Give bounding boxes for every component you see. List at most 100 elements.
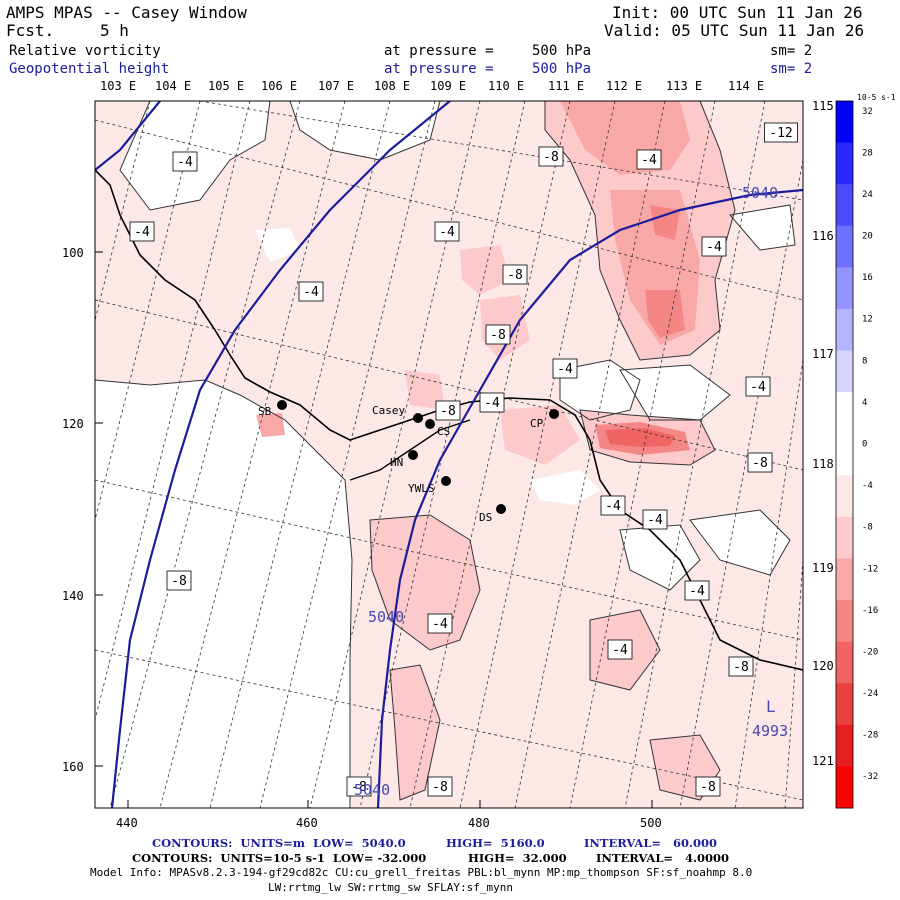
vorticity-label-box (745, 376, 771, 397)
colorbar-tick-label: -16 (862, 606, 878, 616)
colorbar-segment (836, 392, 853, 435)
lon-label: 103 E (100, 79, 136, 93)
colorbar-tick-label: -24 (862, 689, 878, 699)
plot-frame (94, 100, 804, 809)
y-tick-label: 160 (62, 760, 84, 774)
axis-labels: 440 460 480 500 100 120 140 160 (62, 246, 662, 830)
colorbar-units: 10-5 s-1 (857, 93, 896, 102)
vorticity-label: -4 (557, 362, 573, 377)
vorticity-label: -8 (490, 328, 506, 343)
footer-vort-contours: CONTOURS: UNITS=10-5 s-1 LOW= -32.000 (132, 851, 427, 865)
forecast-value: 5 h (100, 21, 129, 40)
field-2-pressure-label: at pressure = (384, 61, 494, 77)
colorbar-tick-label: -8 (862, 523, 873, 533)
axis-ticks (95, 251, 653, 808)
low-marker: L (766, 697, 776, 716)
station-label: CP (530, 417, 544, 430)
vorticity-label: -4 (647, 513, 663, 528)
height-label: 5040 (742, 184, 778, 202)
station-marker (413, 413, 423, 423)
footer-vort-high: HIGH= 32.000 (468, 851, 567, 865)
station-label: DS (479, 511, 492, 524)
vorticity-label-box (427, 776, 453, 797)
vorticity-label: -12 (769, 126, 792, 141)
vorticity-label: -4 (689, 584, 705, 599)
colorbar-segment (836, 267, 853, 310)
footer-model-info: Model Info: MPASv8.2.3-194-gf29cd82c CU:… (90, 866, 753, 879)
valid-time: Valid: 05 UTC Sun 11 Jan 26 (604, 21, 865, 40)
longitude-labels: 103 E 104 E 105 E 106 E 107 E 108 E 109 … (100, 79, 764, 93)
colorbar-segment (836, 600, 853, 643)
station-label: CS (437, 425, 450, 438)
colorbar-tick-label: 28 (862, 148, 873, 158)
colorbar-segment (836, 350, 853, 393)
vorticity-label-box (346, 776, 372, 797)
colorbar-segment (836, 766, 853, 809)
init-time: Init: 00 UTC Sun 11 Jan 26 (612, 3, 863, 22)
station-label: HN (390, 456, 403, 469)
coastline (95, 169, 803, 671)
vorticity-label: -4 (303, 285, 319, 300)
vorticity-label-box (129, 221, 155, 242)
colorbar-segment (836, 558, 853, 601)
vorticity-label-box (538, 146, 564, 167)
vorticity-white-areas (95, 101, 795, 808)
vorticity-label-box (642, 509, 668, 530)
footer-height-high: HIGH= 5160.0 (446, 836, 545, 850)
colorbar-tick-label: 16 (862, 273, 873, 283)
footer-vort-interval: INTERVAL= 4.0000 (596, 851, 730, 865)
colorbar-segment (836, 433, 853, 476)
vorticity-label-box (479, 392, 505, 413)
height-label: 5040 (368, 608, 404, 626)
vorticity-label: -8 (733, 660, 749, 675)
colorbar-segment (836, 225, 853, 268)
lon-label: 108 E (374, 79, 410, 93)
station-marker (549, 409, 559, 419)
colorbar-tick-label: 8 (862, 356, 867, 366)
colorbar-segment (836, 142, 853, 185)
colorbar: 32 28 24 20 16 12 8 4 0 -4 -8 -12 -16 -20 -24 -28 -32 (835, 100, 878, 809)
colorbar-tick-label: -20 (862, 647, 878, 657)
low-value: 4993 (752, 722, 788, 740)
station-label: YWLS (408, 482, 435, 495)
colorbar-segment (836, 475, 853, 518)
vorticity-label-box (166, 570, 192, 591)
vorticity-label: -4 (484, 396, 500, 411)
vorticity-label-box (607, 639, 633, 660)
x-tick-label: 440 (116, 816, 138, 830)
vorticity-label: -4 (641, 153, 657, 168)
stations: SB Casey CS HN YWLS DS CP (258, 400, 559, 524)
field-1-name: Relative vorticity (9, 43, 161, 59)
vorticity-label-box (695, 776, 721, 797)
y-tick-label: 140 (62, 589, 84, 603)
vorticity-label: -4 (612, 643, 628, 658)
y-tick-label: 100 (62, 246, 84, 260)
geopotential-height-contours (95, 101, 803, 808)
colorbar-tick-label: 0 (862, 440, 867, 450)
x-tick-label: 500 (640, 816, 662, 830)
vorticity-label: -4 (750, 380, 766, 395)
lon-label: 110 E (488, 79, 524, 93)
y-tick-label: 120 (62, 417, 84, 431)
colorbar-tick-label: 12 (862, 315, 873, 325)
vorticity-label-box (636, 149, 662, 170)
lon-label: 113 E (666, 79, 702, 93)
vorticity-label-box (502, 264, 528, 285)
vorticity-label: -8 (171, 574, 187, 589)
footer-height-interval: INTERVAL= 60.000 (584, 836, 718, 850)
lon-label: 105 E (208, 79, 244, 93)
colorbar-segment (836, 683, 853, 726)
vorticity-contours (95, 101, 796, 808)
lon-label: 106 E (261, 79, 297, 93)
vorticity-label-box (684, 580, 710, 601)
lon-label: 114 E (728, 79, 764, 93)
colorbar-segment (836, 308, 853, 352)
vorticity-labels: -4 -4 -4 -4 -8 -12 -8 -4 -4 -4 -4 -8 -4 -8 -8 -4 -4 -8 -4 -… (129, 122, 798, 797)
vorticity-label: -8 (351, 780, 367, 795)
x-tick-label: 460 (296, 816, 318, 830)
vorticity-label: -8 (700, 780, 716, 795)
field-2-smoothing: sm= 2 (770, 61, 813, 77)
vorticity-label: -4 (605, 499, 621, 514)
station-marker (496, 504, 506, 514)
